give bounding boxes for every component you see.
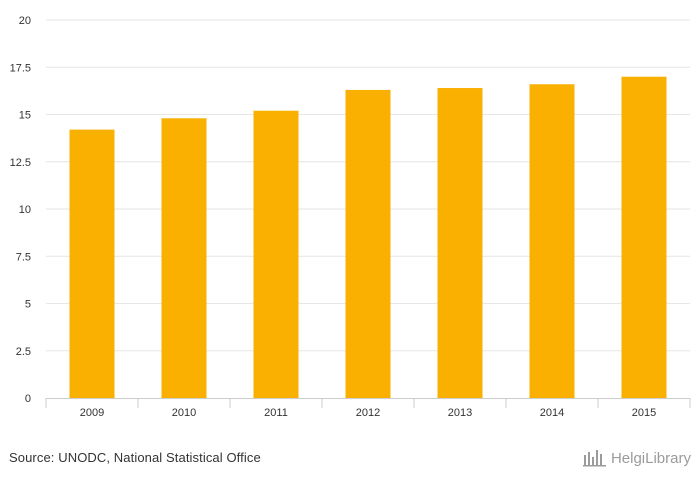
y-tick-label: 15 bbox=[19, 110, 31, 122]
bar-2009[interactable] bbox=[69, 129, 115, 398]
brand-name: HelgiLibrary bbox=[610, 449, 691, 467]
y-tick-label: 2.5 bbox=[16, 346, 31, 358]
y-tick-label: 7.5 bbox=[16, 251, 31, 263]
bars bbox=[69, 76, 667, 399]
x-tick-label: 2015 bbox=[632, 407, 656, 419]
bar-2015[interactable] bbox=[621, 76, 667, 398]
bar-2012[interactable] bbox=[345, 89, 391, 399]
x-tick-label: 2011 bbox=[264, 407, 288, 419]
helgi-logo-icon bbox=[582, 450, 606, 467]
x-tick-label: 2012 bbox=[356, 407, 380, 419]
y-axis: 0 2.5 5 7.5 10 12.5 15 17.5 20 bbox=[10, 15, 31, 405]
bar-2010[interactable] bbox=[161, 118, 207, 398]
x-tick-label: 2014 bbox=[540, 407, 564, 419]
y-tick-label: 5 bbox=[25, 299, 31, 311]
x-tick-label: 2009 bbox=[80, 407, 104, 419]
brand-logo[interactable]: HelgiLibrary bbox=[582, 449, 691, 467]
source-note: Source: UNODC, National Statistical Offi… bbox=[9, 450, 261, 465]
x-tick-label: 2013 bbox=[448, 407, 472, 419]
y-tick-label: 17.5 bbox=[10, 62, 31, 74]
y-tick-label: 12.5 bbox=[10, 157, 31, 169]
bar-2011[interactable] bbox=[253, 110, 299, 398]
x-tick-label: 2010 bbox=[172, 407, 196, 419]
bar-2013[interactable] bbox=[437, 88, 483, 398]
y-tick-label: 20 bbox=[19, 15, 31, 27]
x-axis: 2009 2010 2011 2012 2013 2014 2015 bbox=[45, 398, 691, 419]
bar-2014[interactable] bbox=[529, 84, 575, 398]
y-tick-label: 10 bbox=[19, 204, 31, 216]
y-tick-label: 0 bbox=[25, 393, 31, 405]
